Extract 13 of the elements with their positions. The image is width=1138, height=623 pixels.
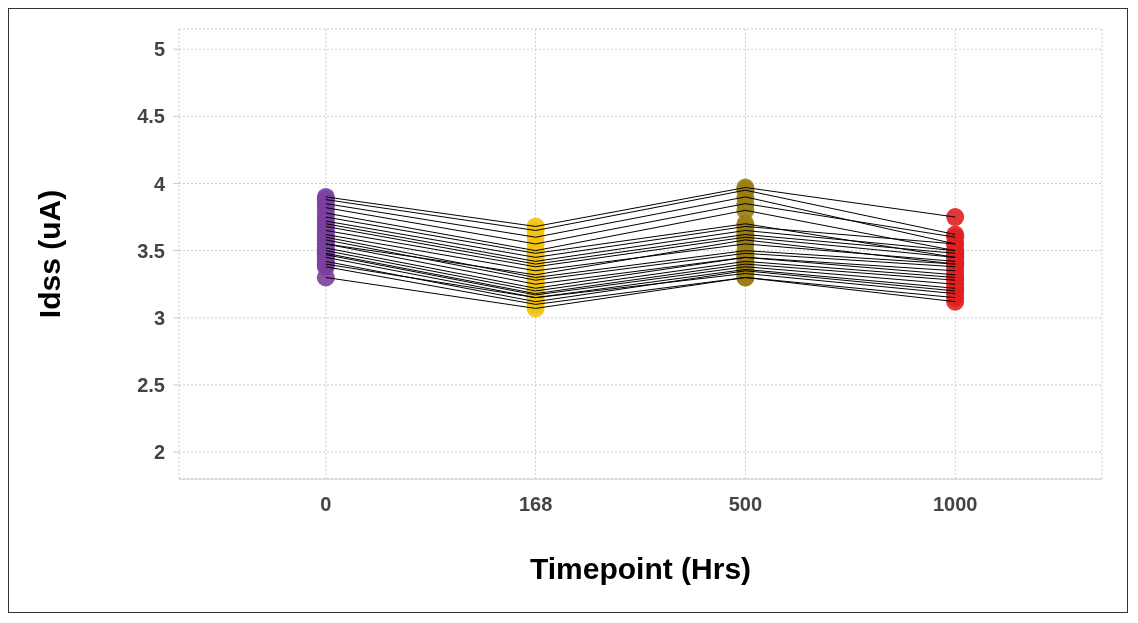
y-tick-label: 4 xyxy=(153,172,166,195)
x-tick-label: 1000 xyxy=(932,493,978,516)
y-tick-label: 2 xyxy=(153,441,165,464)
x-tick-label: 500 xyxy=(728,493,763,516)
x-axis-title: Timepoint (Hrs) xyxy=(529,552,752,585)
x-tick-label: 168 xyxy=(518,493,553,516)
y-axis-title: Idss (uA) xyxy=(32,189,66,319)
y-tick-label: 3 xyxy=(153,306,165,329)
y-tick-label: 2.5 xyxy=(137,374,165,397)
y-tick-label: 5 xyxy=(153,38,165,61)
x-tick-label: 0 xyxy=(320,493,332,516)
y-tick-label: 4.5 xyxy=(137,105,165,128)
y-tick-label: 3.5 xyxy=(137,239,165,262)
